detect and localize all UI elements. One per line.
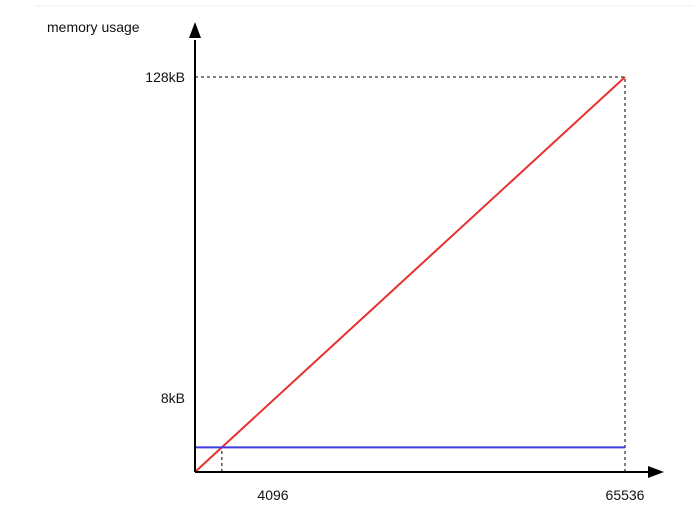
y-tick-label-128kb: 128kB <box>145 69 185 85</box>
x-tick-label-4096: 4096 <box>257 487 288 503</box>
reference-lines <box>195 76 626 472</box>
x-tick-label-65536: 65536 <box>606 487 645 503</box>
x-axis-arrow <box>648 466 664 478</box>
series-lines <box>194 76 626 473</box>
y-axis-arrow <box>189 22 201 38</box>
series-line-red <box>194 76 626 473</box>
y-axis-label: memory usage <box>47 19 140 35</box>
y-tick-label-8kb: 8kB <box>161 390 185 406</box>
